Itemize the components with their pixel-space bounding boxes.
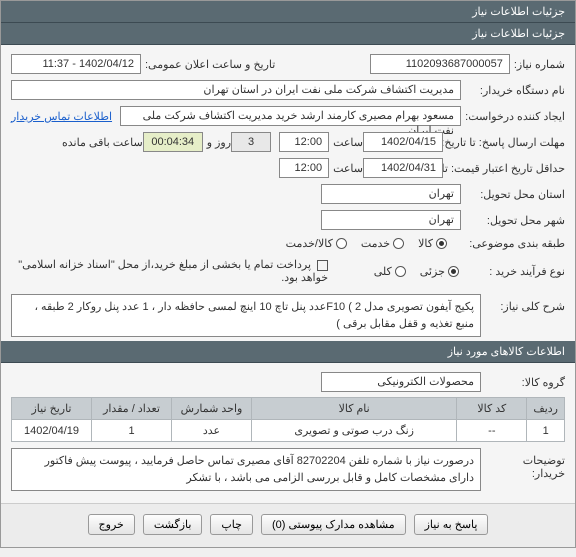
table-row[interactable]: 1 -- زنگ درب صوتی و تصویری عدد 1 1402/04… [12, 420, 565, 442]
radio-service[interactable]: خدمت [361, 237, 404, 250]
cell-row: 1 [527, 420, 565, 442]
th-qty: تعداد / مقدار [92, 398, 172, 420]
days-word: روز و [207, 136, 231, 149]
label-exec-city: استان محل تحویل: [465, 188, 565, 201]
reply-button[interactable]: پاسخ به نیاز [414, 514, 489, 535]
cell-code: -- [457, 420, 527, 442]
goods-group: محصولات الکترونیکی [321, 372, 481, 392]
radio-partial[interactable]: جزئی [420, 265, 459, 278]
attachments-button[interactable]: مشاهده مدارک پیوستی (0) [261, 514, 406, 535]
footer-buttons: پاسخ به نیاز مشاهده مدارک پیوستی (0) چاپ… [1, 503, 575, 547]
label-need-no: شماره نیاز: [514, 58, 565, 71]
org-name: مدیریت اکتشاف شرکت ملی نفت ایران در استا… [11, 80, 461, 100]
label-requester: ایجاد کننده درخواست: [465, 110, 565, 123]
resp-time: 12:00 [279, 132, 329, 152]
back-button[interactable]: بازگشت [143, 514, 203, 535]
radio-total[interactable]: کلی [374, 265, 406, 278]
resp-date: 1402/04/15 [363, 132, 443, 152]
cell-qty: 1 [92, 420, 172, 442]
cell-unit: عدد [172, 420, 252, 442]
checkbox-icon [317, 260, 328, 271]
radio-goods-label: کالا [418, 237, 433, 250]
radio-dot-icon [393, 238, 404, 249]
deliv-city: تهران [321, 210, 461, 230]
label-cred-deadline: حداقل تاریخ اعتبار قیمت: تا تاریخ: [447, 162, 565, 175]
radio-partial-label: جزئی [420, 265, 445, 278]
need-description: پکیج آیفون تصویری مدل 2 ) F10عدد پنل تاچ… [11, 294, 481, 337]
label-time-1: ساعت [333, 136, 363, 149]
radio-gs-label: کالا/خدمت [286, 237, 333, 250]
label-deliv-city: شهر محل تحویل: [465, 214, 565, 227]
radio-dot-icon [336, 238, 347, 249]
print-button[interactable]: چاپ [210, 514, 253, 535]
th-name: نام کالا [252, 398, 457, 420]
radio-dot-icon [436, 238, 447, 249]
header-bar-2: جزئیات اطلاعات نیاز [1, 23, 575, 45]
label-time-2: ساعت [333, 162, 363, 175]
label-desc: شرح کلی نیاز: [487, 294, 565, 337]
cred-date: 1402/04/31 [363, 158, 443, 178]
header-bar-3: اطلاعات کالاهای مورد نیاز [1, 341, 575, 363]
label-process: نوع فرآیند خرید : [477, 265, 565, 278]
cell-date: 1402/04/19 [12, 420, 92, 442]
exit-button[interactable]: خروج [88, 514, 135, 535]
radio-total-label: کلی [374, 265, 392, 278]
radio-dot-icon [395, 266, 406, 277]
th-code: کد کالا [457, 398, 527, 420]
need-no: 1102093687000057 [370, 54, 510, 74]
label-group: گروه کالا: [485, 376, 565, 389]
radio-goods[interactable]: کالا [418, 237, 447, 250]
exec-city: تهران [321, 184, 461, 204]
label-resp-deadline: مهلت ارسال پاسخ: تا تاریخ: [447, 136, 565, 149]
items-table: ردیف کد کالا نام کالا واحد شمارش تعداد /… [11, 397, 565, 442]
header-bar-1: جزئیات اطلاعات نیاز [1, 1, 575, 23]
pay-note: پرداخت تمام یا بخشی از مبلغ خرید،از محل … [11, 258, 328, 284]
label-pub-dt: تاریخ و ساعت اعلان عمومی: [145, 58, 275, 71]
th-unit: واحد شمارش [172, 398, 252, 420]
buyer-notes: درصورت نیاز با شماره تلفن 82702204 آقای … [11, 448, 481, 491]
remain-time: 00:04:34 [143, 132, 203, 152]
cell-name: زنگ درب صوتی و تصویری [252, 420, 457, 442]
days-val: 3 [231, 132, 271, 152]
requester: مسعود بهرام مصیری کارمند ارشد خرید مدیری… [120, 106, 461, 126]
radio-dot-icon [448, 266, 459, 277]
radio-service-label: خدمت [361, 237, 390, 250]
radio-goods-service[interactable]: کالا/خدمت [286, 237, 347, 250]
th-row: ردیف [527, 398, 565, 420]
remain-label: ساعت باقی مانده [62, 136, 143, 149]
th-date: تاریخ نیاز [12, 398, 92, 420]
label-org: نام دستگاه خریدار: [465, 84, 565, 97]
pub-dt: 1402/04/12 - 11:37 [11, 54, 141, 74]
table-header-row: ردیف کد کالا نام کالا واحد شمارش تعداد /… [12, 398, 565, 420]
contact-link[interactable]: اطلاعات تماس خریدار [11, 110, 112, 123]
cred-time: 12:00 [279, 158, 329, 178]
label-category: طبقه بندی موضوعی: [465, 237, 565, 250]
label-buyer-notes: توضیحات خریدار: [487, 448, 565, 491]
